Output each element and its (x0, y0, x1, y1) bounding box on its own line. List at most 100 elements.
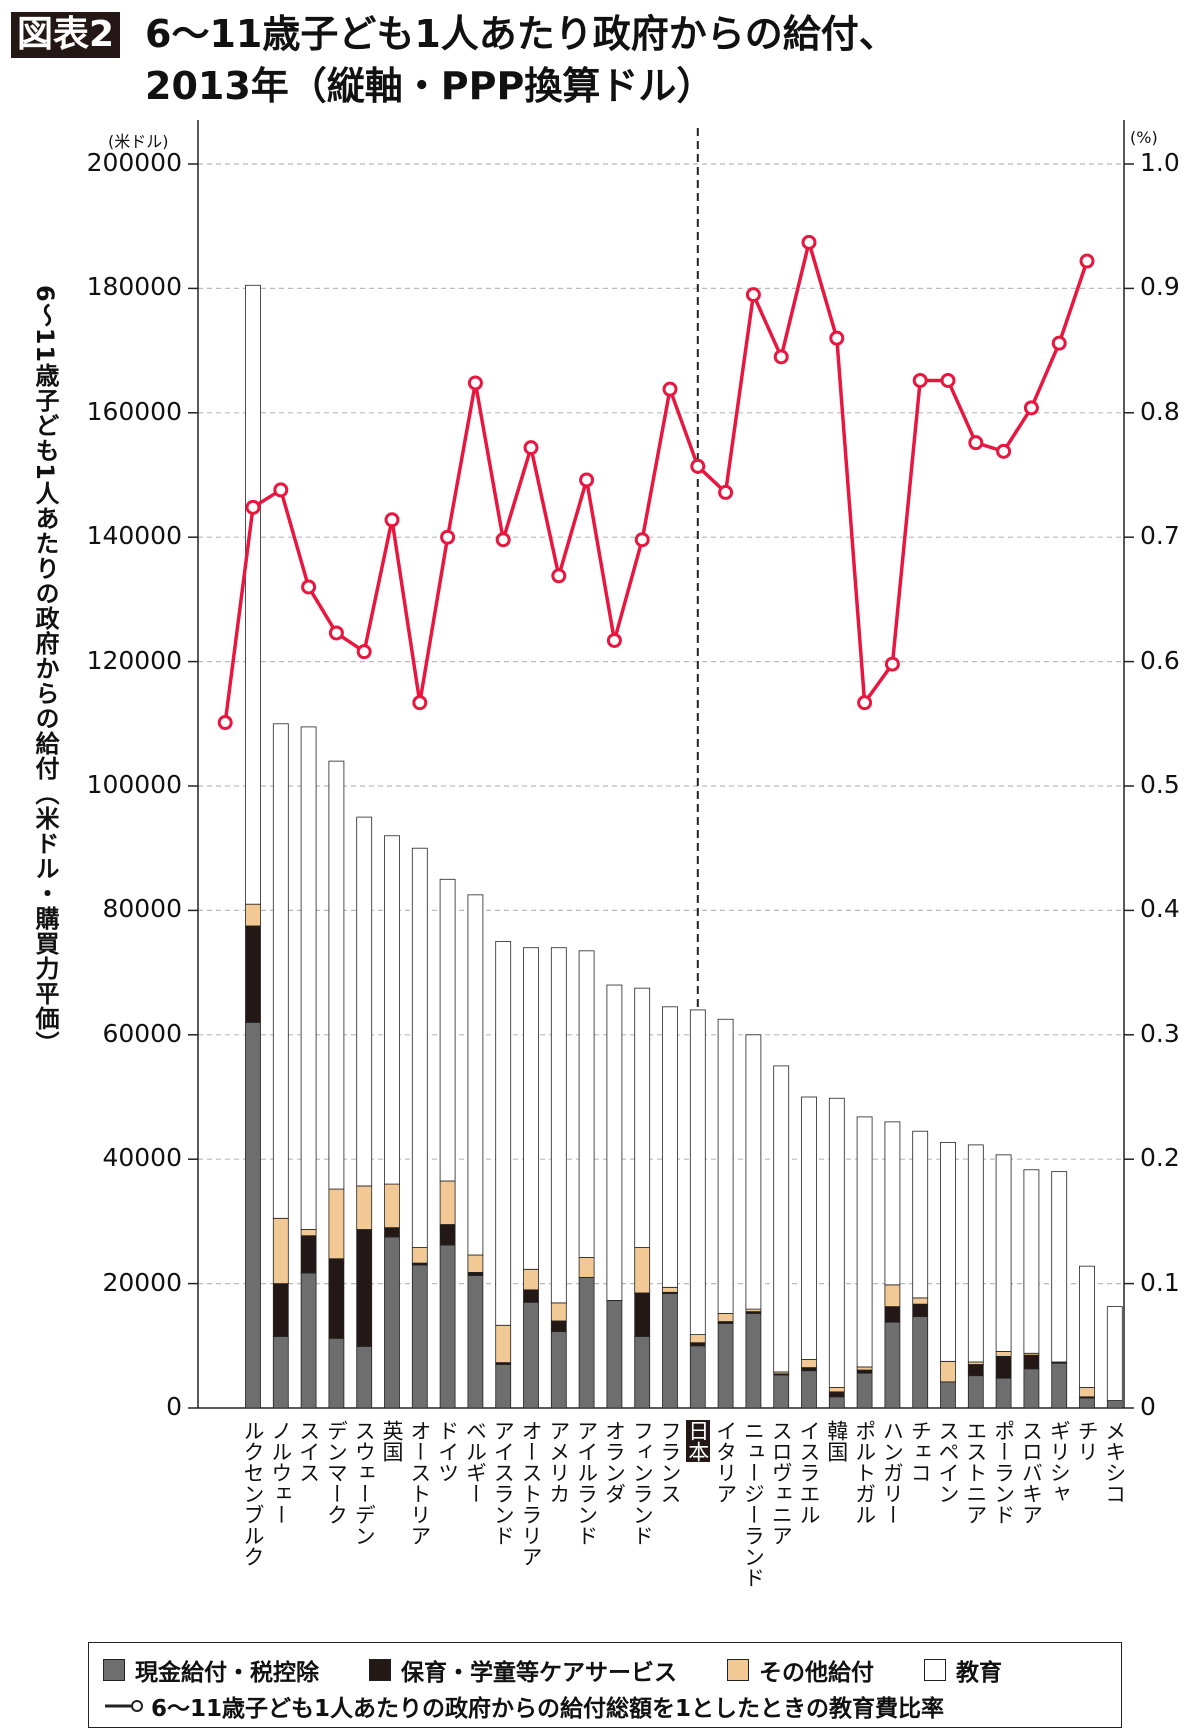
bar-segment (328, 1258, 345, 1339)
x-tick-label: イスラエル (797, 1420, 821, 1525)
x-tick-label: スウェーデン (352, 1420, 377, 1546)
ratio-point (384, 512, 400, 528)
bar-segment (578, 1257, 595, 1278)
bar-segment (1106, 1400, 1123, 1409)
legend-line-marker-icon (105, 1700, 143, 1712)
legend-item-care: 保育・学童等ケアサービス (369, 1653, 677, 1687)
legend: 現金給付・税控除 保育・学童等ケアサービス その他給付 教育 6〜11歳子ども1… (88, 1642, 1122, 1728)
ratio-point (745, 287, 761, 303)
bar-segment (356, 816, 373, 1187)
ratio-point (996, 443, 1012, 459)
y2-tick-label: 0.2 (1140, 1143, 1180, 1173)
bar-segment (884, 1284, 901, 1308)
ratio-point (495, 532, 511, 548)
bar-segment (967, 1375, 984, 1409)
x-tick-label: スイス (296, 1420, 321, 1483)
bar-segment (1023, 1354, 1040, 1370)
x-tick-label: ポーランド (991, 1420, 1016, 1525)
legend-label-education: 教育 (956, 1660, 1002, 1686)
bar-segment (912, 1303, 929, 1317)
x-tick-label: ルクセンブルク (241, 1420, 265, 1567)
y2-tick-label: 0.4 (1140, 894, 1180, 924)
y-axis-unit: (米ドル) (108, 132, 169, 151)
figure-badge: 図表2 (11, 12, 121, 58)
ratio-point (829, 330, 845, 346)
y2-tick-label: 0 (1140, 1392, 1156, 1421)
bar-segment (467, 894, 484, 1256)
bar-segment (523, 1268, 539, 1291)
x-tick-label: ベルギー (463, 1420, 488, 1504)
x-tick-label: 日本 (685, 1420, 710, 1462)
bar-segment (1051, 1171, 1068, 1363)
bar-segment (662, 1286, 678, 1293)
x-tick-label: スロバキア (1019, 1420, 1044, 1525)
bar-segment (995, 1377, 1012, 1409)
bar-segment (523, 1301, 539, 1409)
bar-segment (550, 1331, 567, 1409)
bar-segment (995, 1154, 1012, 1352)
legend-swatch-education (924, 1659, 946, 1681)
ratio-point (662, 381, 678, 397)
y2-tick-label: 0.8 (1140, 396, 1180, 426)
bar-segment (634, 987, 651, 1248)
ratio-point (690, 458, 706, 474)
bar-segment (773, 1374, 790, 1409)
y-axis-label: 6〜11歳子ども1人あたりの政府からの給付（米ドル・購買力平価） (31, 285, 59, 1056)
bar-segment (439, 1244, 456, 1409)
bar-segment (773, 1065, 790, 1373)
bar-segment (495, 1364, 512, 1409)
bar-segment (384, 835, 400, 1185)
y-tick-label: 100000 (86, 770, 182, 799)
bar-segment (439, 878, 456, 1182)
bar-segment (801, 1359, 817, 1368)
x-tick-label: ポルトガル (852, 1420, 877, 1525)
x-tick-label: フィンランド (630, 1420, 655, 1546)
x-tick-label: オランダ (602, 1420, 627, 1504)
bar-segment (467, 1272, 484, 1276)
bar-segment (495, 1324, 512, 1363)
bar-segment (272, 1336, 289, 1409)
bar-segment (245, 903, 261, 927)
bar-segment (940, 1381, 956, 1409)
chart-title: 6〜11歳子ども1人あたり政府からの給付、 2013年（縦軸・PPP換算ドル） (145, 8, 1145, 112)
bar-segment (606, 1299, 623, 1409)
x-tick-label: アメリカ (546, 1420, 571, 1504)
bar-segment (828, 1391, 845, 1398)
bar-segment (356, 1346, 373, 1409)
y2-tick-label: 0.3 (1140, 1018, 1180, 1048)
y-tick-label: 180000 (86, 272, 182, 302)
y2-tick-label: 0.9 (1140, 272, 1180, 302)
bar-segment (828, 1097, 845, 1388)
bar-segment (439, 1224, 456, 1246)
bar-segment (1079, 1265, 1095, 1388)
ratio-point (328, 625, 344, 641)
x-tick-label: チリ (1075, 1420, 1099, 1462)
bar-segment (856, 1369, 873, 1374)
bar-segment (717, 1323, 734, 1409)
bar-segment (1023, 1169, 1040, 1354)
bar-segment (1023, 1368, 1040, 1409)
ratio-line (223, 240, 1089, 723)
bar-segment (995, 1355, 1012, 1379)
bar-segment (912, 1130, 929, 1299)
x-tick-label: ハンガリー (880, 1420, 905, 1525)
bar-segment (912, 1297, 929, 1305)
y2-axis-unit: (%) (1130, 128, 1158, 147)
x-tick-label: メキシコ (1102, 1420, 1127, 1504)
bar-segment (1106, 1306, 1123, 1401)
bar-segment (967, 1364, 984, 1377)
ratio-point (801, 234, 817, 250)
ratio-point (217, 715, 233, 731)
legend-swatch-other (727, 1659, 749, 1681)
x-tick-label: フランス (658, 1420, 682, 1504)
ratio-point (551, 568, 567, 584)
y2-tick-label: 0.7 (1140, 521, 1180, 551)
ratio-point (857, 695, 873, 711)
bar-segment (801, 1370, 817, 1409)
y2-tick-label: 1.0 (1140, 148, 1180, 177)
x-tick-label: 英国 (380, 1420, 404, 1462)
bar-segment (300, 1229, 317, 1237)
bar-segment (300, 726, 317, 1230)
bar-segment (550, 1320, 567, 1332)
bar-segment (495, 941, 512, 1326)
